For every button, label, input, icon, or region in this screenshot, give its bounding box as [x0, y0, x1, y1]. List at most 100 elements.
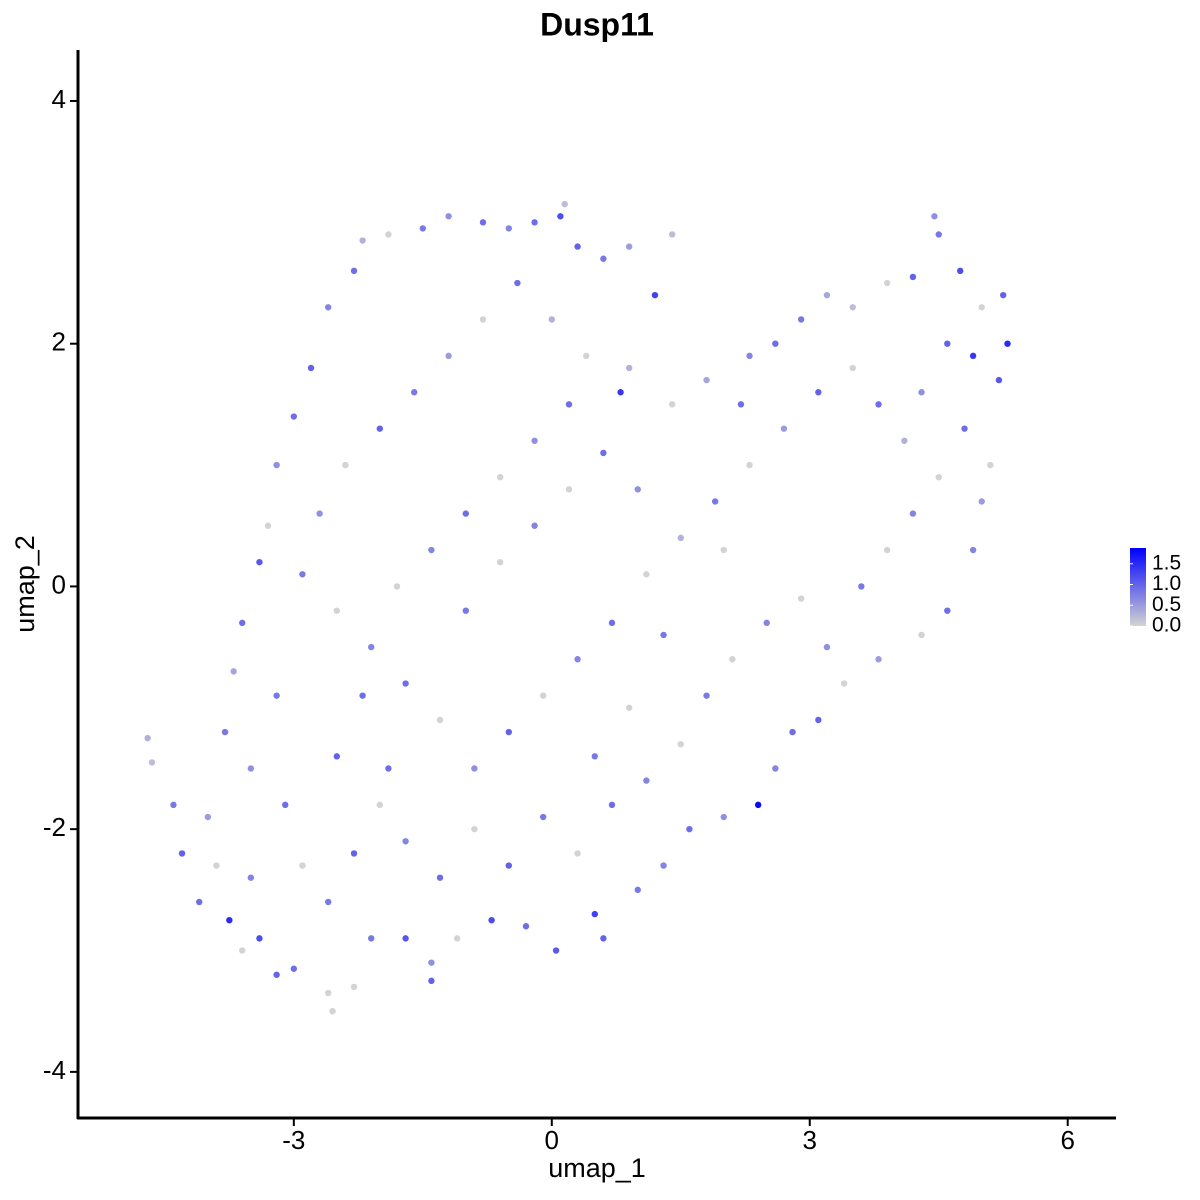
cell-point	[643, 571, 650, 578]
cell-point	[720, 813, 727, 821]
cell-point	[342, 461, 349, 469]
cell-point	[797, 316, 805, 323]
cell-point	[625, 704, 633, 711]
cell-point	[316, 510, 323, 517]
cell-point	[256, 935, 263, 942]
cell-point	[961, 425, 968, 432]
cell-point	[849, 304, 856, 311]
cell-point	[643, 777, 650, 784]
cell-point	[617, 389, 624, 396]
cell-point	[221, 728, 229, 736]
cell-point	[574, 243, 581, 250]
cell-point	[539, 692, 547, 699]
cell-point	[677, 741, 684, 748]
cell-point	[703, 376, 710, 384]
cell-point	[307, 364, 315, 372]
cell-point	[471, 765, 478, 772]
cell-point	[350, 850, 358, 857]
cell-point	[634, 486, 641, 493]
cell-point	[148, 759, 156, 766]
cell-point	[1004, 340, 1011, 347]
cell-point	[651, 291, 659, 299]
cell-point	[875, 401, 882, 408]
cell-point	[376, 425, 384, 432]
cell-point	[909, 273, 917, 281]
cell-point	[505, 225, 512, 232]
cell-point	[957, 267, 964, 275]
cell-point	[918, 631, 925, 639]
cell-point	[144, 734, 151, 742]
cell-point	[385, 231, 392, 238]
cell-point	[634, 886, 641, 894]
cell-point	[772, 340, 779, 347]
cell-point	[299, 862, 306, 869]
cell-point	[600, 935, 607, 942]
cell-point	[858, 583, 865, 590]
cell-point	[273, 971, 280, 978]
cell-point	[419, 225, 427, 232]
x-tick-label: 6	[1060, 1125, 1074, 1155]
cell-point	[574, 850, 581, 857]
cell-point	[273, 461, 280, 469]
colorbar-tick-label: 0.0	[1152, 614, 1181, 637]
cell-point	[565, 486, 573, 493]
cell-point	[471, 825, 478, 833]
cell-point	[849, 364, 856, 372]
cell-point	[514, 279, 521, 287]
cell-point	[557, 213, 564, 220]
x-tick-label: 0	[545, 1125, 559, 1155]
cell-point	[582, 352, 590, 360]
cell-point	[625, 364, 633, 372]
cell-point	[239, 619, 246, 627]
cell-point	[909, 510, 917, 517]
y-tick-label: 4	[52, 84, 66, 114]
cell-point	[428, 959, 435, 966]
cell-point	[402, 680, 409, 687]
cell-point	[591, 753, 598, 760]
cell-point	[600, 449, 607, 457]
cell-point	[505, 862, 512, 869]
cell-point	[325, 989, 332, 997]
cell-point	[226, 916, 233, 924]
cell-point	[402, 838, 409, 845]
cell-point	[1000, 291, 1007, 299]
cell-point	[539, 813, 547, 821]
cell-point	[711, 498, 719, 505]
cell-point	[178, 850, 186, 857]
cell-point	[282, 801, 289, 809]
cell-point	[531, 522, 538, 529]
cell-point	[686, 825, 693, 833]
cell-point	[883, 279, 891, 287]
cell-point	[789, 728, 796, 736]
cell-point	[815, 389, 822, 396]
cell-point	[496, 474, 504, 481]
cell-point	[445, 213, 452, 220]
cell-point	[454, 935, 461, 942]
cell-point	[368, 643, 375, 651]
cell-point	[462, 607, 470, 614]
cell-point	[290, 965, 298, 972]
cell-point	[325, 898, 332, 906]
cell-point	[299, 571, 306, 578]
cell-point	[479, 316, 487, 323]
cell-point	[935, 474, 942, 481]
cell-point	[668, 231, 676, 238]
cell-point	[608, 619, 616, 627]
cell-point	[754, 801, 762, 809]
y-tick-label: -2	[43, 812, 66, 842]
cell-point	[660, 631, 667, 639]
cell-point	[368, 935, 375, 942]
cell-point	[196, 898, 203, 906]
cell-point	[729, 656, 736, 663]
cell-point	[746, 461, 753, 469]
x-tick-label: 3	[803, 1125, 817, 1155]
y-tick-label: 0	[52, 569, 66, 599]
cell-point	[720, 546, 727, 554]
cell-point	[505, 728, 512, 736]
cell-point	[402, 935, 409, 942]
y-tick-label: -4	[43, 1055, 66, 1085]
x-tick-label: -3	[282, 1125, 305, 1155]
cell-point	[548, 316, 555, 323]
cell-point	[600, 255, 607, 262]
